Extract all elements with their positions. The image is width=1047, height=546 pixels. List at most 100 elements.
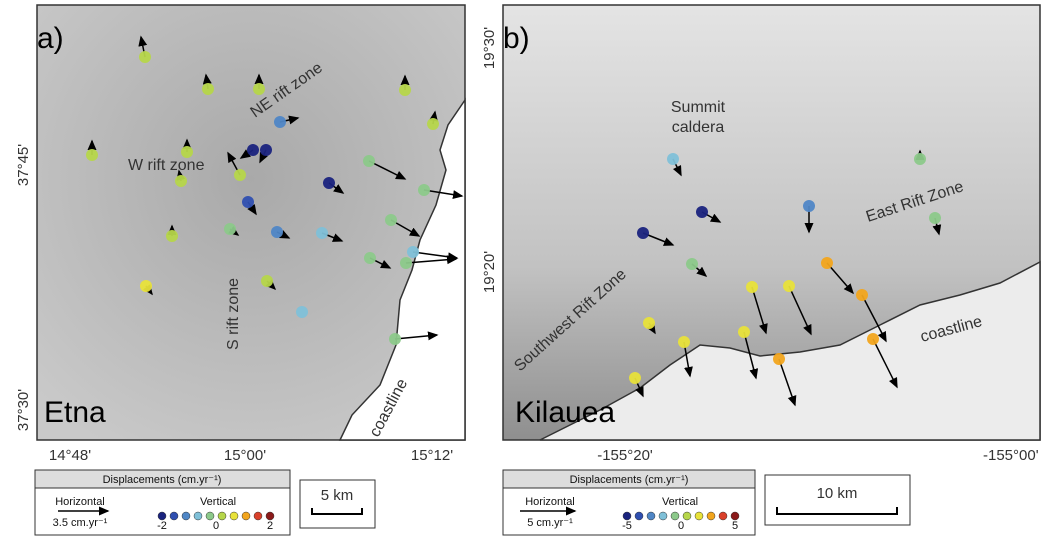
station	[738, 326, 750, 338]
legend-tick: 2	[267, 520, 273, 532]
legend-swatch	[707, 512, 715, 520]
lon-label: 15°00'	[224, 447, 266, 464]
station	[399, 84, 411, 96]
volcano-name: Etna	[44, 396, 106, 429]
station	[914, 153, 926, 165]
legend-horizontal-scale: 5 cm.yr⁻¹	[527, 517, 573, 529]
station	[364, 252, 376, 264]
station	[224, 223, 236, 235]
legend-tick: 5	[732, 520, 738, 532]
legend-swatch	[242, 512, 250, 520]
station	[234, 169, 246, 181]
station	[139, 51, 151, 63]
lon-label: -155°00'	[983, 447, 1039, 464]
scale-label: 10 km	[817, 485, 858, 502]
legend-horizontal-scale: 3.5 cm.yr⁻¹	[53, 517, 108, 529]
lat-label: 19°20'	[481, 251, 498, 293]
lon-label: 15°12'	[411, 447, 453, 464]
station	[274, 116, 286, 128]
station	[260, 144, 272, 156]
legend-swatch	[170, 512, 178, 520]
station	[678, 336, 690, 348]
station	[385, 214, 397, 226]
feature-label: W rift zone	[128, 157, 205, 174]
station	[389, 333, 401, 345]
station	[929, 212, 941, 224]
station	[247, 144, 259, 156]
scale-label: 5 km	[321, 487, 354, 504]
legend-swatch	[623, 512, 631, 520]
legend-swatch	[254, 512, 262, 520]
station	[696, 206, 708, 218]
legend-swatch	[206, 512, 214, 520]
station	[821, 257, 833, 269]
station	[86, 149, 98, 161]
panel-label: b)	[503, 22, 530, 55]
feature-label: Summit	[671, 99, 726, 116]
page: {"panels": [ {"label": "a)", "name": "Et…	[0, 0, 1047, 541]
station	[407, 246, 419, 258]
station	[271, 226, 283, 238]
legend-title: Displacements (cm.yr⁻¹)	[570, 474, 689, 486]
legend-title: Displacements (cm.yr⁻¹)	[103, 474, 222, 486]
station	[175, 175, 187, 187]
legend-vertical: Vertical	[662, 496, 698, 508]
lat-label: 37°45'	[15, 144, 32, 186]
station	[323, 177, 335, 189]
station	[261, 275, 273, 287]
legend-swatch	[731, 512, 739, 520]
feature-label: S rift zone	[225, 278, 242, 350]
volcano-name: Kilauea	[515, 396, 615, 429]
legend-swatch	[218, 512, 226, 520]
station	[140, 280, 152, 292]
station	[803, 200, 815, 212]
feature-label: caldera	[672, 119, 725, 136]
station	[667, 153, 679, 165]
station	[783, 280, 795, 292]
station	[867, 333, 879, 345]
legend-tick: 0	[678, 520, 684, 532]
figure: a) Etna NE rift zone W rift zone S rift …	[0, 0, 1047, 541]
legend-swatch	[695, 512, 703, 520]
station	[427, 118, 439, 130]
legend-horizontal: Horizontal	[525, 496, 575, 508]
station	[363, 155, 375, 167]
station	[637, 227, 649, 239]
legend-swatch	[683, 512, 691, 520]
lon-label: 14°48'	[49, 447, 91, 464]
station	[166, 230, 178, 242]
station	[856, 289, 868, 301]
legend-tick: -5	[622, 520, 632, 532]
legend-swatch	[182, 512, 190, 520]
station	[643, 317, 655, 329]
legend-vertical: Vertical	[200, 496, 236, 508]
station	[316, 227, 328, 239]
station	[181, 146, 193, 158]
lat-label: 19°30'	[481, 27, 498, 69]
legend-swatch	[671, 512, 679, 520]
station	[253, 83, 265, 95]
station	[686, 258, 698, 270]
legend-swatch	[635, 512, 643, 520]
legend-swatch	[266, 512, 274, 520]
station	[242, 196, 254, 208]
station	[296, 306, 308, 318]
legend-swatch	[719, 512, 727, 520]
legend-swatch	[158, 512, 166, 520]
legend-swatch	[194, 512, 202, 520]
lon-label: -155°20'	[597, 447, 653, 464]
panel-label: a)	[37, 22, 64, 55]
legend-swatch	[647, 512, 655, 520]
station	[629, 372, 641, 384]
legend-horizontal: Horizontal	[55, 496, 105, 508]
station	[746, 281, 758, 293]
station	[202, 83, 214, 95]
legend-swatch	[230, 512, 238, 520]
station	[418, 184, 430, 196]
lat-label: 37°30'	[15, 389, 32, 431]
legend-tick: 0	[213, 520, 219, 532]
station	[400, 257, 412, 269]
station	[773, 353, 785, 365]
legend-swatch	[659, 512, 667, 520]
legend-tick: -2	[157, 520, 167, 532]
